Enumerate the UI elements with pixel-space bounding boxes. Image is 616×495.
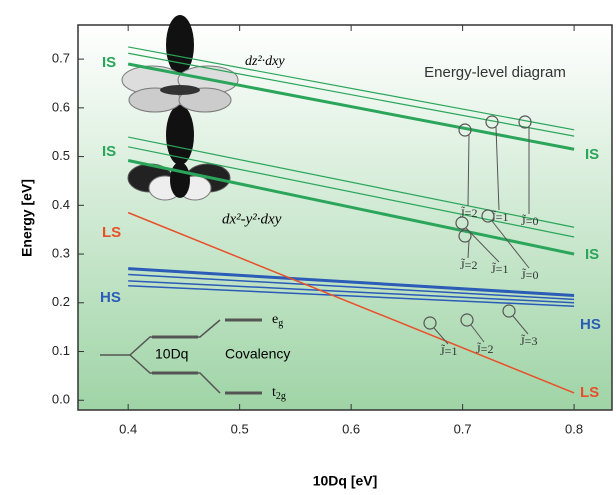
orbital-label: dz²·dxy (245, 54, 285, 69)
inset-label: 10Dq (155, 346, 188, 362)
series-line (128, 136, 575, 228)
series-line (128, 280, 575, 304)
annotation-leader (433, 327, 449, 345)
annotation-marker (502, 304, 516, 318)
series-line (127, 62, 575, 151)
annotation-marker (423, 316, 437, 330)
annotation-leader (491, 220, 530, 269)
orbital-dz2 (121, 15, 239, 165)
series-line (128, 46, 575, 131)
annotation-marker (485, 115, 499, 129)
annotation-leader (470, 324, 485, 343)
inset-label: g (278, 318, 283, 329)
y-axis-label: Energy [eV] (19, 179, 35, 257)
state-label: LS (102, 224, 121, 241)
y-tick-label: 0.2 (52, 294, 70, 309)
x-tick-label: 0.6 (342, 421, 360, 436)
series-line (128, 267, 575, 297)
state-label: HS (580, 316, 601, 333)
state-label: IS (102, 143, 116, 160)
y-tick-label: 0.7 (52, 51, 70, 66)
annotation: J̃=2 (460, 205, 477, 219)
state-label: IS (585, 146, 599, 163)
annotation: J̃=0 (521, 213, 538, 227)
annotation: J̃=2 (476, 341, 493, 355)
annotation: J̃=3 (520, 333, 537, 347)
state-label: LS (580, 384, 599, 401)
annotation-leader (495, 126, 500, 211)
annotation-marker (481, 209, 495, 223)
x-tick-label: 0.8 (565, 421, 583, 436)
x-tick-label: 0.5 (231, 421, 249, 436)
y-tick-label: 0.4 (52, 197, 70, 212)
x-tick-label: 0.4 (119, 421, 137, 436)
series-line (128, 146, 575, 238)
annotation-marker (458, 229, 472, 243)
inset-label: eg (272, 312, 283, 329)
state-label: IS (585, 246, 599, 263)
y-tick-label: 0.1 (52, 343, 70, 358)
inset-diagram (100, 318, 262, 395)
inset-label: t (272, 385, 276, 400)
y-tick-label: 0.5 (52, 148, 70, 163)
inset-label: Covalency (225, 346, 290, 362)
annotation-marker (458, 123, 472, 137)
inset-label: 2g (276, 391, 286, 402)
series-line (128, 284, 575, 307)
y-tick-label: 0.3 (52, 245, 70, 260)
annotation-leader (467, 240, 470, 259)
x-axis-label: 10Dq [eV] (313, 473, 378, 489)
inset-label: e (272, 312, 278, 327)
state-label: HS (100, 289, 121, 306)
annotation: J̃=1 (491, 209, 508, 223)
annotation-marker (460, 313, 474, 327)
state-label: IS (102, 54, 116, 71)
inset-label: t2g (272, 385, 286, 402)
annotation: J̃=0 (521, 267, 538, 281)
x-tick-label: 0.7 (454, 421, 472, 436)
y-tick-label: 0.0 (52, 392, 70, 407)
annotation-leader (512, 315, 529, 335)
annotation-leader (465, 227, 500, 263)
chart-title: Energy-level diagram (424, 64, 566, 81)
annotation: J̃=1 (440, 343, 457, 357)
annotation-leader (467, 134, 470, 207)
annotation: J̃=2 (460, 257, 477, 271)
annotation-marker (455, 216, 469, 230)
series-line (127, 211, 575, 394)
series-line (128, 52, 575, 137)
orbital-label: dx²-y²·dxy (222, 211, 282, 227)
series-line (128, 273, 575, 301)
series-line (127, 159, 575, 256)
y-tick-label: 0.6 (52, 99, 70, 114)
annotation: J̃=1 (491, 261, 508, 275)
annotation-marker (518, 115, 532, 129)
